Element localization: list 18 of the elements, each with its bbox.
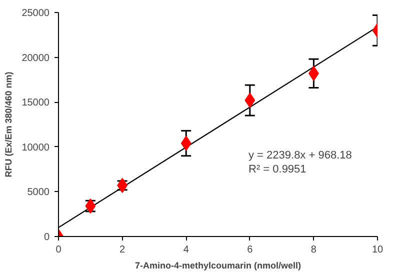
y-tick-label: 15000 [22, 98, 50, 109]
x-tick-label: 0 [56, 244, 62, 256]
x-tick-label: 2 [120, 244, 126, 256]
x-tick-label: 6 [247, 244, 254, 256]
annotation: y = 2239.8x + 968.18 [248, 150, 352, 162]
y-tick-label: 5000 [27, 187, 50, 198]
y-tick-label: 20000 [22, 52, 50, 64]
point [244, 92, 256, 108]
y-tick-label: 25000 [22, 8, 50, 19]
y-axis-title: RFU (Ex/Em 380/460 nm) [4, 72, 14, 178]
x-tick-label: 4 [183, 244, 190, 256]
y-tick-label: 10000 [22, 142, 50, 154]
x-tick-label: 8 [310, 244, 317, 256]
annotation: R² = 0.9951 [248, 164, 306, 176]
point [180, 136, 192, 151]
x-tick-label: 10 [372, 244, 384, 256]
y-tick-label: 0 [44, 232, 50, 243]
x-axis-title: 7-Amino-4-methylcoumarin (nmol/well) [134, 260, 302, 270]
